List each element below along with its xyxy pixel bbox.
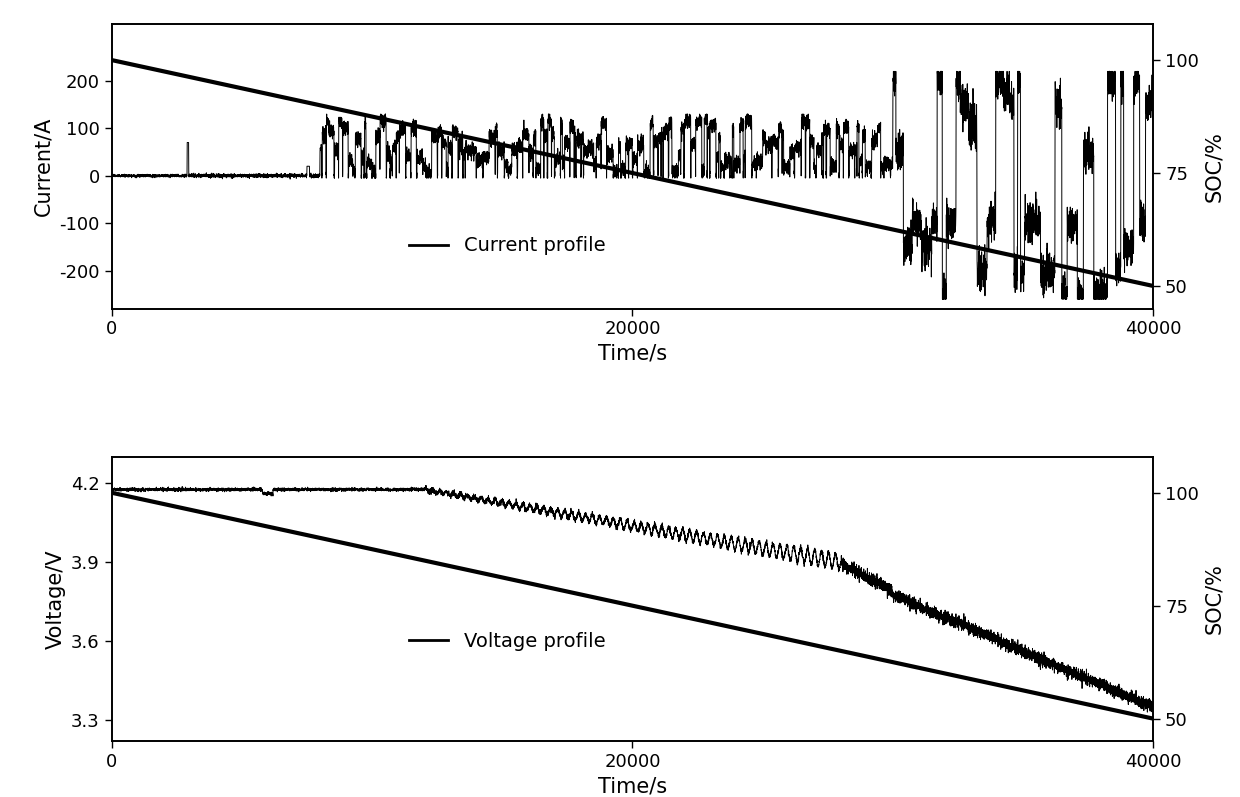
X-axis label: Time/s: Time/s xyxy=(598,344,667,364)
Legend: Voltage profile: Voltage profile xyxy=(402,624,614,659)
Y-axis label: SOC/%: SOC/% xyxy=(1204,563,1224,634)
Y-axis label: Voltage/V: Voltage/V xyxy=(46,549,66,649)
Y-axis label: Current/A: Current/A xyxy=(33,116,53,216)
Y-axis label: SOC/%: SOC/% xyxy=(1204,131,1224,202)
X-axis label: Time/s: Time/s xyxy=(598,776,667,796)
Legend: Current profile: Current profile xyxy=(402,229,614,263)
